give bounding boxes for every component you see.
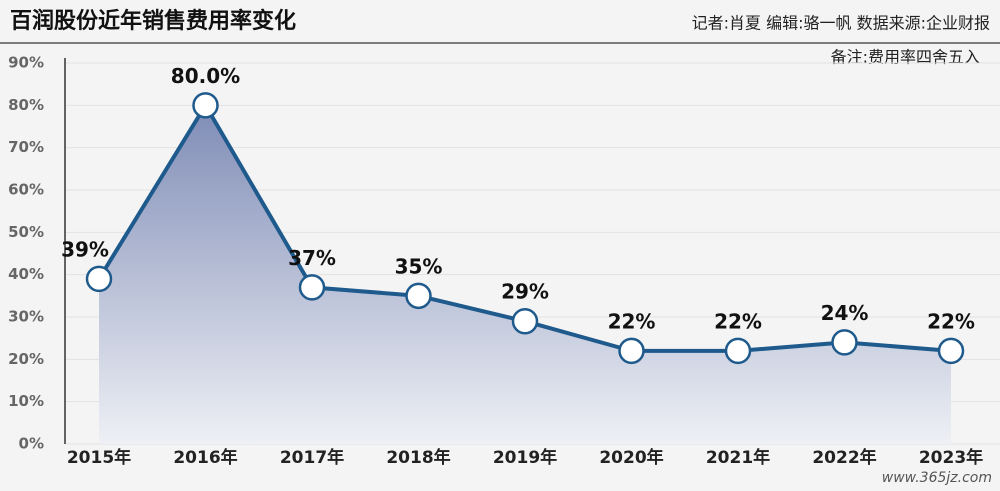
x-tick-label: 2023年 bbox=[919, 447, 983, 468]
x-tick-label: 2022年 bbox=[812, 447, 876, 468]
value-label: 22% bbox=[608, 309, 656, 333]
x-tick-label: 2019年 bbox=[493, 447, 557, 468]
marker bbox=[511, 307, 539, 335]
value-label: 22% bbox=[927, 309, 975, 333]
y-tick-label: 40% bbox=[8, 265, 44, 283]
y-tick-label: 10% bbox=[8, 392, 44, 410]
marker bbox=[85, 265, 113, 293]
y-tick-label: 80% bbox=[8, 96, 44, 114]
y-tick-label: 70% bbox=[8, 138, 44, 156]
value-label: 29% bbox=[501, 280, 549, 304]
y-tick-label: 30% bbox=[8, 308, 44, 326]
marker bbox=[831, 329, 858, 356]
credits: 记者:肖夏 编辑:骆一帆 数据来源:企业财报 bbox=[692, 14, 990, 33]
y-tick-label: 20% bbox=[8, 350, 44, 368]
x-tick-label: 2021年 bbox=[706, 447, 770, 468]
value-label: 80.0% bbox=[171, 64, 240, 88]
value-label: 37% bbox=[288, 246, 336, 270]
x-tick-label: 2018年 bbox=[386, 447, 450, 468]
x-tick-label: 2016年 bbox=[173, 447, 237, 468]
x-tick-label: 2015年 bbox=[67, 447, 131, 468]
chart-title: 百润股份近年销售费用率变化 bbox=[10, 8, 296, 34]
value-label: 39% bbox=[61, 237, 109, 261]
value-label: 35% bbox=[395, 254, 443, 278]
watermark: www.365jz.com bbox=[882, 470, 992, 486]
plot-area: 0% 10% 20% 30% 40% 50% 60% 70% 80% 90% 39% 80.0% 37%… bbox=[8, 54, 1000, 468]
x-tick-label: 2020年 bbox=[599, 447, 663, 468]
marker bbox=[298, 274, 326, 301]
marker bbox=[192, 92, 219, 119]
marker bbox=[937, 337, 965, 365]
y-tick-label: 90% bbox=[8, 54, 44, 72]
value-label: 22% bbox=[714, 309, 762, 333]
y-tick-label: 50% bbox=[8, 223, 44, 241]
y-tick-label: 60% bbox=[8, 181, 44, 199]
marker bbox=[405, 282, 432, 310]
value-label: 24% bbox=[821, 301, 869, 325]
y-tick-label: 0% bbox=[19, 435, 44, 453]
marker bbox=[724, 337, 752, 365]
x-tick-label: 2017年 bbox=[280, 447, 344, 468]
note: 备注:费用率四舍五入 bbox=[831, 48, 980, 67]
marker bbox=[618, 337, 645, 365]
